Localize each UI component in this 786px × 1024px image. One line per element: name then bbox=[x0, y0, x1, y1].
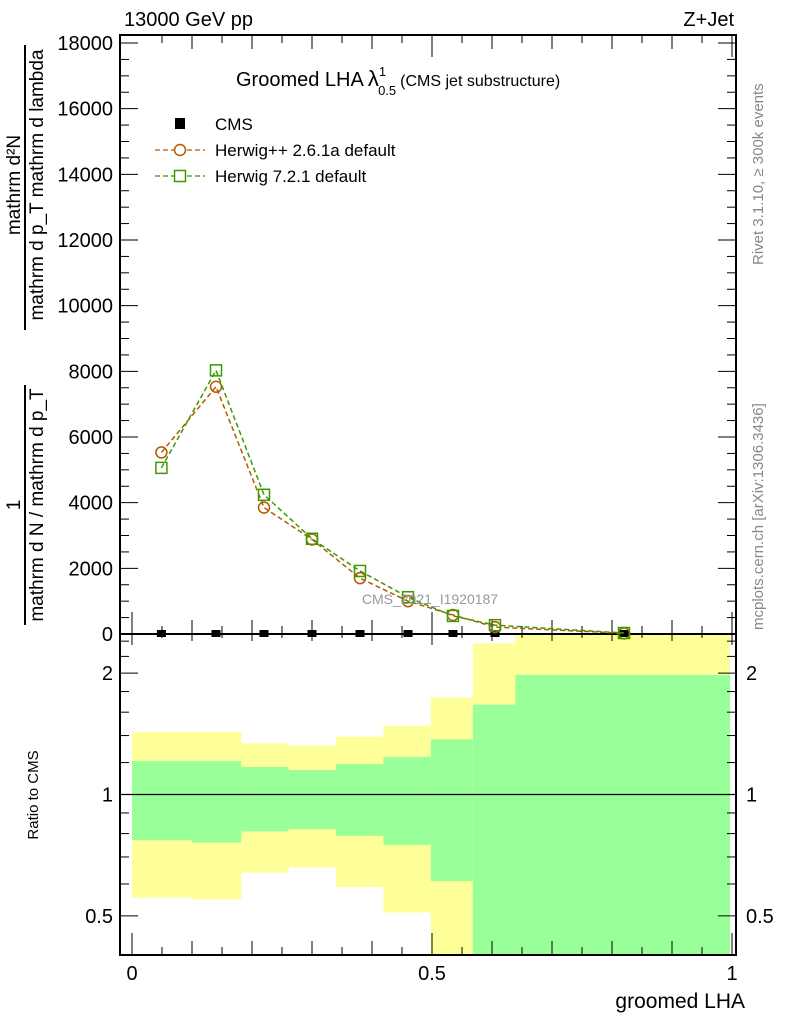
y-tick-label: 18000 bbox=[57, 33, 113, 55]
analysis-watermark: CMS_2021_I1920187 bbox=[362, 591, 498, 607]
y-tick-label: 8000 bbox=[69, 361, 114, 383]
chart-title: Groomed LHA λ1 0.5(CMS jet substructure) bbox=[236, 64, 560, 98]
series-marks bbox=[155, 364, 631, 640]
ratio-y-tick-label: 0.5 bbox=[746, 906, 774, 928]
data-point-herwig7 bbox=[305, 532, 319, 546]
data-point-cms bbox=[211, 630, 221, 637]
data-point-cms bbox=[490, 630, 500, 637]
legend-label: CMS bbox=[215, 115, 253, 134]
rivet-label: Rivet 3.1.10, ≥ 300k events bbox=[750, 83, 767, 265]
x-tick-label: 1 bbox=[726, 963, 737, 985]
inner-band-bin bbox=[515, 674, 730, 955]
data-point-herwig7 bbox=[401, 590, 415, 604]
legend: CMS Herwig++ 2.6.1a default Herwig 7.2.1 d… bbox=[155, 115, 396, 186]
mcplots-label: mcplots.cern.ch [arXiv:1306.3436] bbox=[750, 403, 767, 630]
y-tick-label: 12000 bbox=[57, 230, 113, 252]
data-point-herwig7 bbox=[257, 488, 271, 502]
data-point-herwig7 bbox=[488, 618, 502, 632]
inner-band-bin bbox=[383, 756, 431, 845]
y-tick-label: 4000 bbox=[69, 493, 114, 515]
y-tick-label: 10000 bbox=[57, 296, 113, 318]
x-tick-label: 0.5 bbox=[418, 963, 446, 985]
data-point-cms bbox=[355, 630, 365, 637]
header-right: Z+Jet bbox=[683, 9, 734, 31]
data-point-herwig7 bbox=[446, 609, 460, 623]
main-frame bbox=[119, 34, 737, 635]
y-tick-label: 2000 bbox=[69, 558, 114, 580]
ylabel-prefactor-den: mathrm d N / mathrm d p_T bbox=[27, 388, 48, 622]
data-point-herwig7 bbox=[617, 626, 631, 640]
ratio-ylabel: Ratio to CMS bbox=[25, 750, 42, 839]
legend-marker-circle bbox=[173, 143, 187, 157]
ratio-y-tick-label: 2 bbox=[746, 663, 757, 685]
inner-band-bin bbox=[430, 739, 473, 882]
data-point-herwigpp bbox=[155, 446, 168, 459]
header-left: 13000 GeV pp bbox=[124, 9, 253, 31]
data-point-cms bbox=[259, 630, 269, 637]
data-point-cms bbox=[448, 630, 458, 637]
y-axis-label: mathrm d²N mathrm d p_T mathrm d lambda … bbox=[4, 45, 48, 625]
data-point-herwigpp bbox=[209, 380, 223, 394]
ratio-y-tick-label: 2 bbox=[102, 663, 113, 685]
data-point-cms bbox=[156, 630, 166, 637]
ylabel-denominator: mathrm d p_T mathrm d lambda bbox=[27, 49, 48, 320]
legend-marker-cms bbox=[175, 118, 185, 129]
axes: 0 2000 4000 6000 8000 10000 12000 14000 16000 180… bbox=[57, 33, 773, 985]
x-tick-label: 0 bbox=[126, 963, 137, 985]
y-tick-label: 0 bbox=[102, 624, 113, 646]
ylabel-prefactor-num: 1 bbox=[4, 500, 25, 511]
inner-band-bin bbox=[472, 704, 516, 955]
ratio-y-tick-label: 0.5 bbox=[85, 906, 113, 928]
y-tick-label: 6000 bbox=[69, 427, 114, 449]
data-point-cms bbox=[403, 630, 413, 637]
data-point-herwig7 bbox=[155, 461, 168, 475]
legend-label: Herwig++ 2.6.1a default bbox=[215, 141, 396, 160]
ratio-y-tick-label: 1 bbox=[102, 785, 113, 807]
ylabel-numerator: mathrm d²N bbox=[4, 135, 25, 235]
data-point-herwigpp bbox=[257, 501, 271, 514]
legend-label: Herwig 7.2.1 default bbox=[215, 167, 366, 186]
series-line-1 bbox=[160, 385, 625, 635]
inner-band-bin bbox=[336, 764, 384, 836]
ratio-y-tick-label: 1 bbox=[746, 785, 757, 807]
data-point-herwigpp bbox=[353, 571, 367, 585]
legend-marker-square bbox=[173, 169, 187, 183]
data-point-cms bbox=[307, 630, 317, 637]
inner-band-bin bbox=[192, 761, 242, 843]
data-point-herwig7 bbox=[353, 564, 367, 578]
y-tick-label: 14000 bbox=[57, 164, 113, 186]
y-tick-label: 16000 bbox=[57, 99, 113, 121]
inner-band-bin bbox=[288, 770, 336, 830]
inner-band-bin bbox=[132, 761, 192, 841]
series-line-2 bbox=[160, 368, 625, 634]
data-point-cms bbox=[619, 630, 629, 637]
inner-band-bin bbox=[241, 766, 289, 832]
x-axis-label: groomed LHA bbox=[615, 990, 745, 1013]
data-point-herwig7 bbox=[209, 364, 223, 377]
ratio-bands bbox=[120, 634, 736, 955]
